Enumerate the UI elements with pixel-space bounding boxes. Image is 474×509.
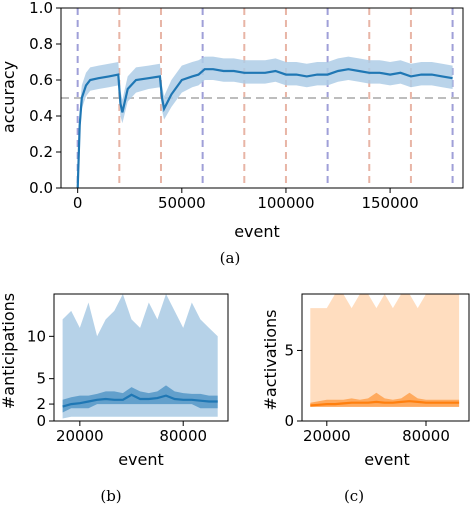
accuracy-variance-band — [77, 56, 453, 188]
y-tick-label: 2 — [36, 395, 46, 413]
anticipations-range-band — [62, 294, 218, 419]
axes-frame — [301, 293, 470, 422]
x-tick-label: 80000 — [159, 427, 207, 445]
accuracy-xlabel: event — [234, 222, 280, 241]
x-tick-label: 100000 — [257, 194, 314, 212]
accuracy-mean-line — [76, 68, 453, 189]
y-tick-label: 5 — [36, 370, 46, 388]
caption-b: (b) — [100, 487, 121, 505]
x-tick-label: 20000 — [303, 427, 351, 445]
x-tick-label: 80000 — [402, 427, 450, 445]
activations-plot-area: 20000 80000 0 5 — [284, 293, 470, 445]
activations-panel: 20000 80000 0 5 event #activations (c) — [261, 293, 470, 505]
axes-frame — [53, 293, 229, 422]
activations-ylabel: #activations — [261, 310, 280, 411]
anticipations-xlabel: event — [118, 450, 164, 469]
x-tick-label: 50000 — [158, 194, 206, 212]
y-tick-label: 10 — [27, 327, 46, 345]
accuracy-panel: 0 50000 100000 150000 0.0 0.2 0.4 0.6 0.8 1.0 eve… — [0, 0, 464, 267]
anticipations-plot-area: 20000 80000 02 5 10 — [27, 293, 229, 445]
y-tick-label: 0.6 — [29, 71, 53, 89]
accuracy-plot-area: 0 50000 100000 150000 0.0 0.2 0.4 0.6 0.8 1.0 — [29, 0, 464, 212]
y-tick-label: 5 — [284, 341, 294, 359]
y-tick-label: 0.0 — [29, 179, 53, 197]
axes-frame — [60, 7, 464, 189]
y-tick-label: 0.8 — [29, 35, 53, 53]
y-tick-label: 0 — [36, 412, 46, 430]
x-tick-label: 150000 — [361, 194, 418, 212]
y-tick-label: 0.2 — [29, 143, 53, 161]
x-tick-label: 0 — [73, 194, 83, 212]
activations-mean-line — [310, 400, 460, 407]
anticipations-panel: 20000 80000 02 5 10 event #anticipations (b) — [0, 293, 229, 505]
activations-range-band — [310, 294, 460, 407]
caption-c: (c) — [344, 487, 364, 505]
accuracy-ylabel: accuracy — [0, 61, 18, 133]
anticipations-ylabel: #anticipations — [0, 293, 18, 409]
x-tick-label: 20000 — [56, 427, 104, 445]
y-tick-label: 1.0 — [29, 0, 53, 17]
caption-a: (a) — [220, 249, 241, 267]
anticipations-mean-line — [62, 393, 218, 408]
y-tick-label: 0 — [284, 412, 294, 430]
y-tick-label: 0.4 — [29, 107, 53, 125]
activations-xlabel: event — [364, 450, 410, 469]
